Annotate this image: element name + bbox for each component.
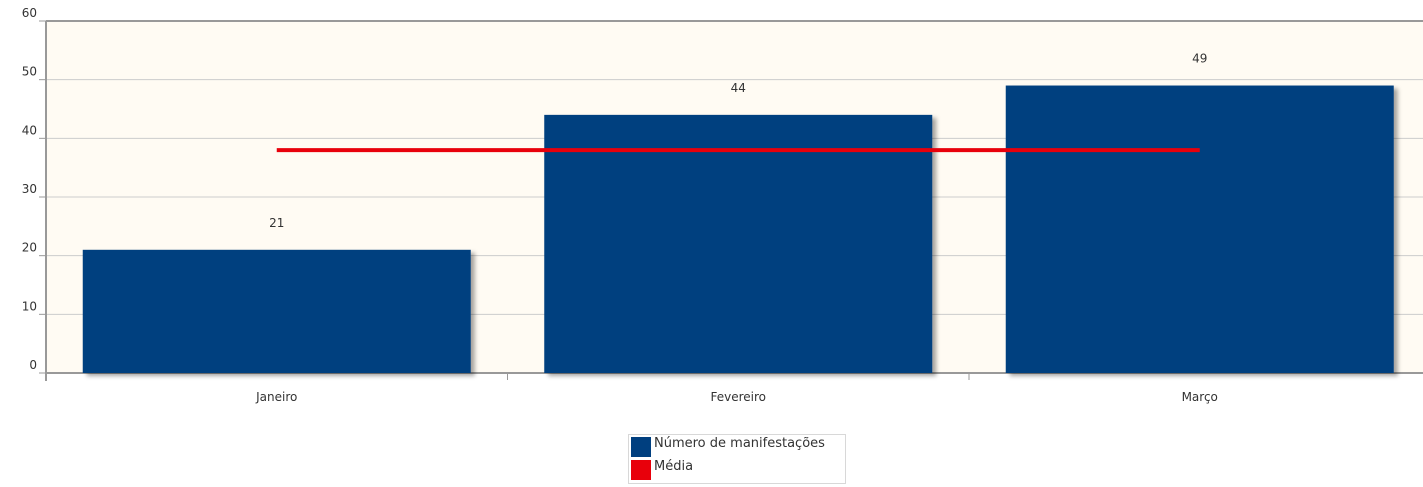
bar	[82, 249, 471, 373]
bars	[82, 85, 1394, 374]
legend-item-average: Média	[631, 460, 845, 483]
legend-label-bars: Número de manifestações	[654, 436, 825, 451]
y-tick-label: 60	[22, 6, 37, 20]
legend-item-bars: Número de manifestações	[631, 437, 845, 460]
bar	[1005, 85, 1394, 374]
legend-swatch-average	[631, 460, 651, 480]
bar	[544, 114, 933, 373]
data-label: 21	[269, 216, 284, 230]
legend-swatch-bars	[631, 437, 651, 457]
chart-canvas: 0 10 20 30 40 50 60 21 Janeiro 44 Fevereiro 49 Março	[22, 6, 1423, 404]
x-tick-label: Janeiro	[255, 390, 297, 404]
data-label: 49	[1192, 52, 1207, 66]
y-tick-label: 10	[22, 299, 37, 313]
labels: 0 10 20 30 40 50 60 21 Janeiro 44 Fevereiro 49 Março	[22, 6, 1218, 404]
y-tick-label: 40	[22, 123, 37, 137]
legend: Número de manifestações Média	[628, 434, 846, 484]
y-tick-label: 0	[29, 358, 37, 372]
y-tick-label: 20	[22, 241, 37, 255]
x-tick-label: Fevereiro	[710, 390, 766, 404]
y-tick-label: 50	[22, 65, 37, 79]
legend-label-average: Média	[654, 459, 694, 474]
data-label: 44	[731, 81, 746, 95]
y-tick-label: 30	[22, 182, 37, 196]
x-tick-label: Março	[1182, 390, 1218, 404]
